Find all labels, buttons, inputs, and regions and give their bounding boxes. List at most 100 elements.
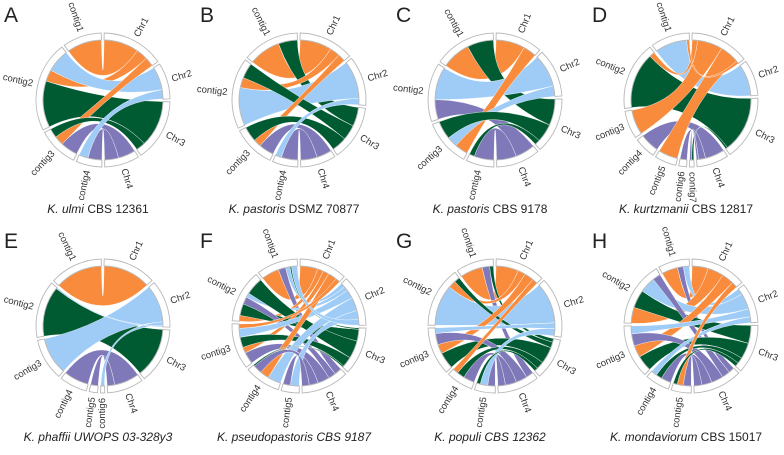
sector-contig4: [247, 364, 282, 391]
sector-label-contig5: contig5: [670, 396, 685, 428]
ribbons: [42, 39, 164, 161]
sector-label-contig4: contig4: [76, 169, 93, 201]
sector-chr1: [495, 258, 543, 284]
sector-label-chr2: Chr2: [363, 285, 386, 303]
sector-contig1: [439, 32, 494, 67]
sector-label-chr4: Chr4: [118, 167, 134, 190]
panel-caption: K. pseudopastoris CBS 9187: [196, 430, 392, 444]
sector-chr3: [332, 106, 366, 156]
sector-label-contig3: contig3: [200, 343, 233, 363]
panel-caption: K. mondaviorum CBS 15017: [588, 430, 784, 444]
panel-letter: E: [4, 230, 19, 253]
sector-label-contig4: contig4: [466, 169, 484, 201]
sector-label-contig5: contig5: [474, 396, 490, 428]
sector-label-contig2: contig2: [2, 294, 34, 313]
sector-contig5: [473, 382, 496, 394]
sector-label-chr1: Chr1: [718, 15, 737, 38]
sector-contig2: [427, 271, 460, 326]
sector-chr4: [106, 374, 143, 394]
sector-contig2: [231, 273, 262, 322]
sector-label-contig1: contig1: [659, 226, 678, 258]
sector-contig2: [427, 63, 445, 123]
sector-contig3: [624, 109, 642, 139]
sector-label-contig3: contig3: [398, 349, 431, 371]
sector-chr4: [301, 368, 347, 394]
sector-chr3: [534, 98, 563, 151]
sector-contig4: [447, 368, 475, 390]
panel-b: Chr1 Chr2 Chr3 Chr4 contig4 contig3 contig2 con…: [196, 0, 392, 227]
chord-diagram: Chr1 Chr2 Chr3 Chr4 contig4 contig3 contig2 con…: [392, 7, 582, 201]
sector-contig1: [658, 258, 690, 274]
sector-chr1: [495, 32, 541, 56]
sector-contig3: [427, 327, 453, 373]
sector-chr4: [497, 371, 538, 394]
sector-label-chr1: Chr1: [132, 16, 151, 39]
strain-id: CBS 15017: [697, 430, 763, 444]
sector-contig3: [231, 323, 253, 368]
sector-chr3: [139, 329, 171, 380]
sector-label-contig2: contig2: [401, 274, 433, 298]
sector-contig1: [63, 32, 102, 52]
panel-letter: D: [592, 4, 608, 27]
sector-label-contig2: contig2: [594, 56, 627, 78]
sector-label-chr2: Chr2: [756, 288, 779, 306]
sector-label-chr1: Chr1: [518, 239, 536, 262]
sector-contig4: [465, 153, 495, 168]
sector-label-chr4: Chr4: [709, 166, 726, 189]
strain-id: DSMZ 70877: [285, 202, 360, 216]
panel-letter: F: [200, 230, 213, 253]
sector-label-chr3: Chr3: [753, 127, 776, 146]
species-name: K. phaffii UWOPS 03-328y3: [23, 430, 173, 444]
sector-chr1: [103, 32, 159, 67]
sector-label-contig1: contig1: [260, 227, 281, 260]
sector-chr3: [342, 327, 367, 373]
sector-label-contig5: contig5: [83, 396, 98, 428]
sector-label-contig4: contig4: [616, 148, 645, 178]
sector-chr2: [538, 279, 563, 338]
strain-id: CBS 12817: [688, 202, 754, 216]
sector-label-chr3: Chr3: [164, 355, 187, 374]
panel-caption: K. kurtzmanii CBS 12817: [588, 202, 784, 216]
sector-label-contig1: contig1: [55, 230, 78, 262]
panel-letter: H: [592, 230, 608, 253]
panel-d: Chr1 Chr2 Chr3 Chr4 contig7 contig6 contig5 con…: [588, 0, 784, 227]
chord-diagram: Chr1 Chr2 Chr3 Chr4 contig4 contig3 contig2 con…: [2, 1, 194, 202]
sector-chr4: [696, 149, 729, 168]
sector-label-contig1: contig1: [441, 7, 465, 39]
panel-caption: K. ulmi CBS 12361: [0, 202, 196, 216]
sector-label-chr2: Chr2: [757, 64, 780, 81]
panel-caption: K. populi CBS 12362: [392, 430, 588, 444]
sector-label-chr4: Chr4: [516, 391, 534, 414]
sector-contig5: [654, 150, 678, 166]
sector-chr1: [691, 32, 745, 64]
sector-label-chr2: Chr2: [170, 68, 193, 84]
sector-label-chr3: Chr3: [756, 346, 779, 364]
panel-letter: A: [4, 4, 19, 27]
sector-contig3: [238, 126, 274, 161]
sector-label-chr1: Chr1: [717, 240, 736, 263]
sector-contig6: [678, 158, 688, 168]
panel-h: Chr1 Chr2 Chr3 Chr4 contig5 contig4 contig3 con…: [588, 226, 784, 453]
sector-label-contig4: contig4: [237, 383, 263, 415]
sector-label-contig1: contig1: [65, 1, 85, 34]
sector-contig4: [272, 154, 299, 168]
sector-chr2: [340, 277, 367, 326]
panel-caption: K. phaffii UWOPS 03-328y3: [0, 430, 196, 444]
chord-diagram: Chr1 Chr2 Chr3 Chr4 contig4 contig3 contig2 con…: [196, 5, 389, 201]
sector-contig4: [75, 154, 103, 168]
panel-caption: K. pastoris DSMZ 70877: [196, 202, 392, 216]
ribbons: [238, 265, 360, 387]
sector-label-chr4: Chr4: [715, 389, 733, 412]
sector-label-contig4: contig4: [436, 384, 462, 416]
sector-contig2: [231, 59, 252, 129]
sector-contig4: [60, 372, 89, 392]
sector-chr2: [536, 51, 563, 97]
ribbons: [42, 265, 164, 387]
sector-label-contig2: contig2: [196, 84, 228, 98]
sector-chr4: [300, 150, 336, 168]
sector-chr3: [734, 324, 759, 372]
sector-label-contig2: contig2: [205, 274, 237, 298]
sector-chr1: [691, 258, 743, 288]
sector-chr2: [739, 60, 759, 97]
